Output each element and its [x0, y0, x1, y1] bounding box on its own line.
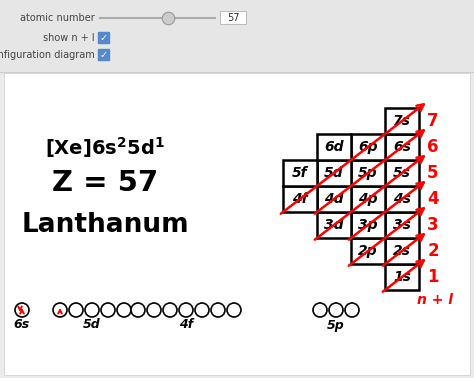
Bar: [385, 212, 419, 238]
Circle shape: [329, 303, 343, 317]
Text: 3: 3: [427, 216, 439, 234]
Text: 1s: 1s: [393, 270, 411, 284]
Bar: [385, 160, 419, 186]
Text: atomic number: atomic number: [20, 13, 95, 23]
Text: 7s: 7s: [393, 114, 411, 128]
Text: 2p: 2p: [358, 244, 378, 258]
Text: 4p: 4p: [358, 192, 378, 206]
Text: n + l: n + l: [417, 293, 453, 307]
Circle shape: [69, 303, 83, 317]
Bar: [317, 212, 351, 238]
Bar: [98, 32, 109, 43]
Bar: [351, 160, 385, 186]
Bar: [0, 0, 474, 72]
Text: 5s: 5s: [393, 166, 411, 180]
Text: 3p: 3p: [358, 218, 378, 232]
Bar: [351, 212, 385, 238]
Text: 1: 1: [427, 268, 439, 286]
Text: 6d: 6d: [324, 140, 344, 154]
Text: 5d: 5d: [324, 166, 344, 180]
Text: 4s: 4s: [393, 192, 411, 206]
Circle shape: [53, 303, 67, 317]
Text: 3d: 3d: [324, 218, 344, 232]
Bar: [385, 134, 419, 160]
Bar: [351, 186, 385, 212]
Text: 5p: 5p: [327, 319, 345, 332]
Text: Z = 57: Z = 57: [52, 169, 158, 197]
Text: 6s: 6s: [14, 319, 30, 332]
Circle shape: [195, 303, 209, 317]
Bar: [317, 160, 351, 186]
Bar: [385, 238, 419, 264]
Circle shape: [179, 303, 193, 317]
Circle shape: [313, 303, 327, 317]
Circle shape: [131, 303, 145, 317]
Bar: [4, 73, 470, 375]
Text: 7: 7: [427, 112, 439, 130]
Bar: [317, 134, 351, 160]
Text: show n + l: show n + l: [44, 33, 95, 43]
Text: $\mathbf{[Xe]6s^{2}5d^{1}}$: $\mathbf{[Xe]6s^{2}5d^{1}}$: [45, 136, 165, 160]
Text: 5d: 5d: [83, 319, 101, 332]
Text: 4: 4: [427, 190, 439, 208]
Circle shape: [345, 303, 359, 317]
Bar: [317, 186, 351, 212]
Bar: [283, 186, 317, 212]
Circle shape: [227, 303, 241, 317]
Text: 4f: 4f: [179, 319, 193, 332]
Bar: [385, 108, 419, 134]
Circle shape: [117, 303, 131, 317]
Text: 6p: 6p: [358, 140, 378, 154]
Text: 2s: 2s: [393, 244, 411, 258]
Bar: [98, 49, 109, 60]
Circle shape: [15, 303, 29, 317]
Text: 6s: 6s: [393, 140, 411, 154]
Text: 4f: 4f: [292, 192, 308, 206]
Text: 3s: 3s: [393, 218, 411, 232]
Text: ✓: ✓: [100, 50, 108, 60]
Text: 57: 57: [227, 13, 239, 23]
Bar: [385, 186, 419, 212]
Bar: [220, 11, 246, 24]
Text: 5: 5: [427, 164, 439, 182]
Text: show configuration diagram: show configuration diagram: [0, 50, 95, 60]
Bar: [351, 134, 385, 160]
Text: 6: 6: [427, 138, 439, 156]
Text: 5p: 5p: [358, 166, 378, 180]
Circle shape: [163, 303, 177, 317]
Bar: [385, 264, 419, 290]
Circle shape: [85, 303, 99, 317]
Circle shape: [101, 303, 115, 317]
Text: 2: 2: [427, 242, 439, 260]
Text: 4d: 4d: [324, 192, 344, 206]
Bar: [351, 238, 385, 264]
Circle shape: [147, 303, 161, 317]
Circle shape: [211, 303, 225, 317]
Bar: [283, 160, 317, 186]
Text: Lanthanum: Lanthanum: [21, 212, 189, 238]
Text: ✓: ✓: [100, 33, 108, 43]
Text: 5f: 5f: [292, 166, 308, 180]
